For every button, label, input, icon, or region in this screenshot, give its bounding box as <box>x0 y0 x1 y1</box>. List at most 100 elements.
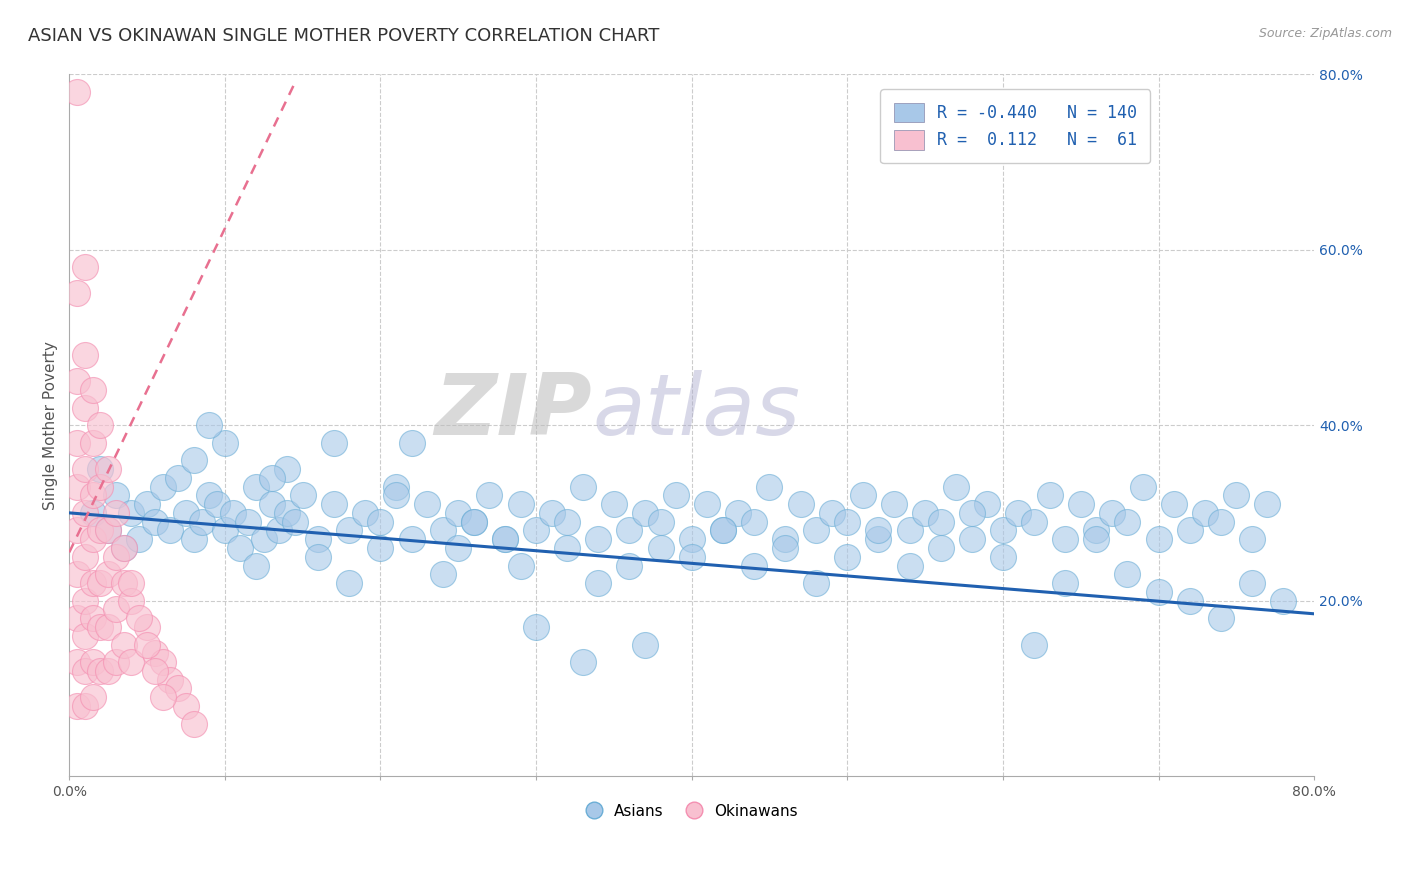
Point <box>1085 532 1108 546</box>
Point <box>89 524 111 538</box>
Point <box>73 506 96 520</box>
Point <box>588 576 610 591</box>
Point <box>128 532 150 546</box>
Point <box>1022 638 1045 652</box>
Point <box>276 506 298 520</box>
Point <box>174 698 197 713</box>
Point <box>82 532 104 546</box>
Point <box>159 673 181 687</box>
Point <box>773 541 796 555</box>
Point <box>898 558 921 573</box>
Point <box>82 576 104 591</box>
Point <box>991 549 1014 564</box>
Point <box>1178 593 1201 607</box>
Point <box>555 541 578 555</box>
Point <box>883 497 905 511</box>
Point <box>619 524 641 538</box>
Point <box>524 620 547 634</box>
Point <box>89 462 111 476</box>
Point <box>1116 567 1139 582</box>
Point <box>73 549 96 564</box>
Point <box>1147 585 1170 599</box>
Point <box>174 506 197 520</box>
Point <box>837 515 859 529</box>
Point <box>136 638 159 652</box>
Point <box>73 664 96 678</box>
Point <box>104 655 127 669</box>
Point <box>66 655 89 669</box>
Point <box>742 515 765 529</box>
Point <box>97 462 120 476</box>
Point <box>66 435 89 450</box>
Point <box>89 576 111 591</box>
Point <box>260 497 283 511</box>
Point <box>1070 497 1092 511</box>
Point <box>183 532 205 546</box>
Point <box>945 479 967 493</box>
Point <box>152 479 174 493</box>
Point <box>229 541 252 555</box>
Point <box>307 549 329 564</box>
Point <box>1054 576 1077 591</box>
Point <box>1022 515 1045 529</box>
Point <box>104 488 127 502</box>
Point <box>112 541 135 555</box>
Point <box>66 698 89 713</box>
Point <box>1132 479 1154 493</box>
Point <box>634 638 657 652</box>
Point <box>214 435 236 450</box>
Point <box>494 532 516 546</box>
Point <box>337 524 360 538</box>
Point <box>681 549 703 564</box>
Point <box>991 524 1014 538</box>
Point <box>73 462 96 476</box>
Point <box>73 348 96 362</box>
Point <box>447 541 470 555</box>
Point <box>852 488 875 502</box>
Point <box>868 524 890 538</box>
Point <box>898 524 921 538</box>
Point <box>82 506 104 520</box>
Point <box>1039 488 1062 502</box>
Point <box>159 524 181 538</box>
Point <box>307 532 329 546</box>
Point <box>66 611 89 625</box>
Point <box>1085 524 1108 538</box>
Point <box>82 383 104 397</box>
Point <box>821 506 844 520</box>
Point <box>205 497 228 511</box>
Point <box>66 567 89 582</box>
Point <box>1007 506 1029 520</box>
Point <box>66 479 89 493</box>
Point <box>1225 488 1247 502</box>
Point <box>284 515 307 529</box>
Point <box>370 541 392 555</box>
Point <box>269 524 291 538</box>
Point <box>463 515 485 529</box>
Point <box>385 488 408 502</box>
Point <box>183 453 205 467</box>
Point <box>416 497 439 511</box>
Point <box>73 260 96 274</box>
Point <box>66 85 89 99</box>
Point <box>494 532 516 546</box>
Point <box>291 488 314 502</box>
Point <box>1147 532 1170 546</box>
Point <box>1178 524 1201 538</box>
Point <box>1240 532 1263 546</box>
Point <box>1256 497 1278 511</box>
Point <box>696 497 718 511</box>
Point <box>711 524 734 538</box>
Point <box>82 690 104 705</box>
Point <box>650 515 672 529</box>
Point <box>370 515 392 529</box>
Point <box>66 286 89 301</box>
Point <box>401 435 423 450</box>
Point <box>337 576 360 591</box>
Point <box>183 716 205 731</box>
Point <box>322 497 344 511</box>
Point <box>245 479 267 493</box>
Point <box>976 497 998 511</box>
Text: atlas: atlas <box>592 369 800 452</box>
Point <box>73 593 96 607</box>
